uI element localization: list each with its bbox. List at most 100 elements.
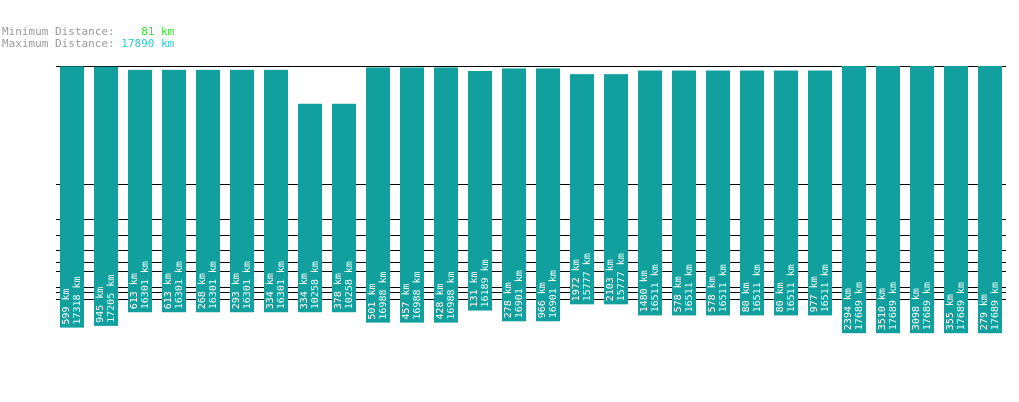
bar-distance-label: 2394 km <box>843 288 854 330</box>
minimum-distance-value: 81 km <box>141 25 175 38</box>
bar-total-label: 17689 km <box>888 282 899 330</box>
maximum-distance-value: 17890 km <box>121 37 175 50</box>
bar-distance-label: 80 km <box>775 282 786 312</box>
bar-total-label: 17689 km <box>854 282 865 330</box>
distance-bar: 3510 km 17689 km <box>876 66 900 334</box>
bar-rect <box>298 103 322 313</box>
bar-total-label: 16189 km <box>480 259 491 307</box>
bar-distance-label: 501 km <box>367 283 378 319</box>
bar-distance-label: 578 km <box>673 276 684 312</box>
distance-bar: 279 km 17689 km <box>978 66 1002 334</box>
distance-bar: 2103 km 15777 km <box>604 74 628 305</box>
bar-distance-label: 293 km <box>231 273 242 309</box>
distance-bar: 945 km 17205 km <box>94 66 118 326</box>
bar-total-label: 16301 km <box>208 261 219 309</box>
bar-rect <box>94 66 118 326</box>
bar-rect <box>774 70 798 316</box>
bar-rect <box>400 67 424 323</box>
bar-total-label: 16988 km <box>446 271 457 319</box>
distance-bar: 334 km 10258 km <box>298 103 322 313</box>
bar-total-label: 17689 km <box>922 282 933 330</box>
bar-rect <box>230 69 254 313</box>
bar-rect <box>332 103 356 313</box>
distance-bar: 613 km 16301 km <box>128 69 152 313</box>
distance-bar: 293 km 16301 km <box>230 69 254 313</box>
bar-rect <box>638 70 662 316</box>
distance-bar: 80 km 16511 km <box>774 70 798 316</box>
bar-distance-label: 131 km <box>469 271 480 307</box>
bar-rect <box>162 69 186 313</box>
distance-bar: 578 km 16511 km <box>706 70 730 316</box>
distance-bar: 599 km 17318 km <box>60 66 84 328</box>
distance-bar: 977 km 16511 km <box>808 70 832 316</box>
bar-rect <box>978 66 1002 334</box>
bar-total-label: 16511 km <box>820 264 831 312</box>
bar-total-label: 16988 km <box>412 271 423 319</box>
bar-rect <box>570 74 594 305</box>
maximum-distance-label: Maximum Distance: <box>2 37 115 50</box>
bar-distance-label: 278 km <box>503 282 514 318</box>
bar-distance-label: 268 km <box>197 273 208 309</box>
bar-rect <box>502 68 526 322</box>
bar-distance-label: 1480 km <box>639 270 650 312</box>
distance-bar: 3098 km 17689 km <box>910 66 934 334</box>
distance-bar: 1480 km 16511 km <box>638 70 662 316</box>
bar-rect <box>434 67 458 323</box>
bar-rect <box>604 74 628 305</box>
bar-total-label: 17205 km <box>106 275 117 323</box>
bar-rect <box>740 70 764 316</box>
bar-distance-label: 428 km <box>435 283 446 319</box>
distance-bar: 378 km 10258 km <box>332 103 356 313</box>
bar-rect <box>876 66 900 334</box>
bar-rect <box>366 67 390 323</box>
distance-bar: 278 km 16901 km <box>502 68 526 322</box>
bar-distance-label: 945 km <box>95 287 106 323</box>
distance-bar: 2394 km 17689 km <box>842 66 866 334</box>
bar-rect <box>944 66 968 334</box>
bar-distance-label: 977 km <box>809 276 820 312</box>
bar-total-label: 10258 km <box>310 261 321 309</box>
bar-total-label: 10258 km <box>344 261 355 309</box>
bar-distance-label: 1972 km <box>571 259 582 301</box>
bar-total-label: 16511 km <box>684 264 695 312</box>
bar-rect <box>196 69 220 313</box>
bar-distance-label: 2103 km <box>605 259 616 301</box>
bar-rect <box>468 70 492 311</box>
distance-bar: 80 km 16511 km <box>740 70 764 316</box>
bar-total-label: 16988 km <box>378 271 389 319</box>
distance-bar: 355 km 17689 km <box>944 66 968 334</box>
bar-rect <box>264 69 288 313</box>
bar-total-label: 16901 km <box>548 270 559 318</box>
maximum-distance-row: Maximum Distance: 17890 km <box>2 38 174 50</box>
bar-total-label: 16301 km <box>140 261 151 309</box>
distance-bar: 131 km 16189 km <box>468 70 492 311</box>
distance-bar: 1972 km 15777 km <box>570 74 594 305</box>
distance-bar: 334 km 16301 km <box>264 69 288 313</box>
bar-distance-label: 334 km <box>265 273 276 309</box>
bar-distance-label: 613 km <box>129 273 140 309</box>
bar-total-label: 16511 km <box>650 264 661 312</box>
bar-distance-label: 80 km <box>741 282 752 312</box>
bar-distance-label: 578 km <box>707 276 718 312</box>
bar-total-label: 16301 km <box>174 261 185 309</box>
bar-total-label: 16301 km <box>276 261 287 309</box>
bar-distance-label: 457 km <box>401 283 412 319</box>
bar-total-label: 16301 km <box>242 261 253 309</box>
bar-distance-label: 355 km <box>945 294 956 330</box>
bar-total-label: 17689 km <box>956 282 967 330</box>
bar-total-label: 16511 km <box>718 264 729 312</box>
bar-distance-label: 3510 km <box>877 288 888 330</box>
distance-bar: 966 km 16901 km <box>536 68 560 322</box>
minimum-distance-label: Minimum Distance: <box>2 25 115 38</box>
bar-distance-label: 3098 km <box>911 288 922 330</box>
bar-distance-label: 279 km <box>979 294 990 330</box>
bar-total-label: 15777 km <box>582 253 593 301</box>
bar-distance-label: 613 km <box>163 273 174 309</box>
bar-rect <box>672 70 696 316</box>
bar-total-label: 15777 km <box>616 253 627 301</box>
bar-total-label: 16511 km <box>752 264 763 312</box>
bar-rect <box>60 66 84 328</box>
bar-rect <box>842 66 866 334</box>
bar-rect <box>910 66 934 334</box>
